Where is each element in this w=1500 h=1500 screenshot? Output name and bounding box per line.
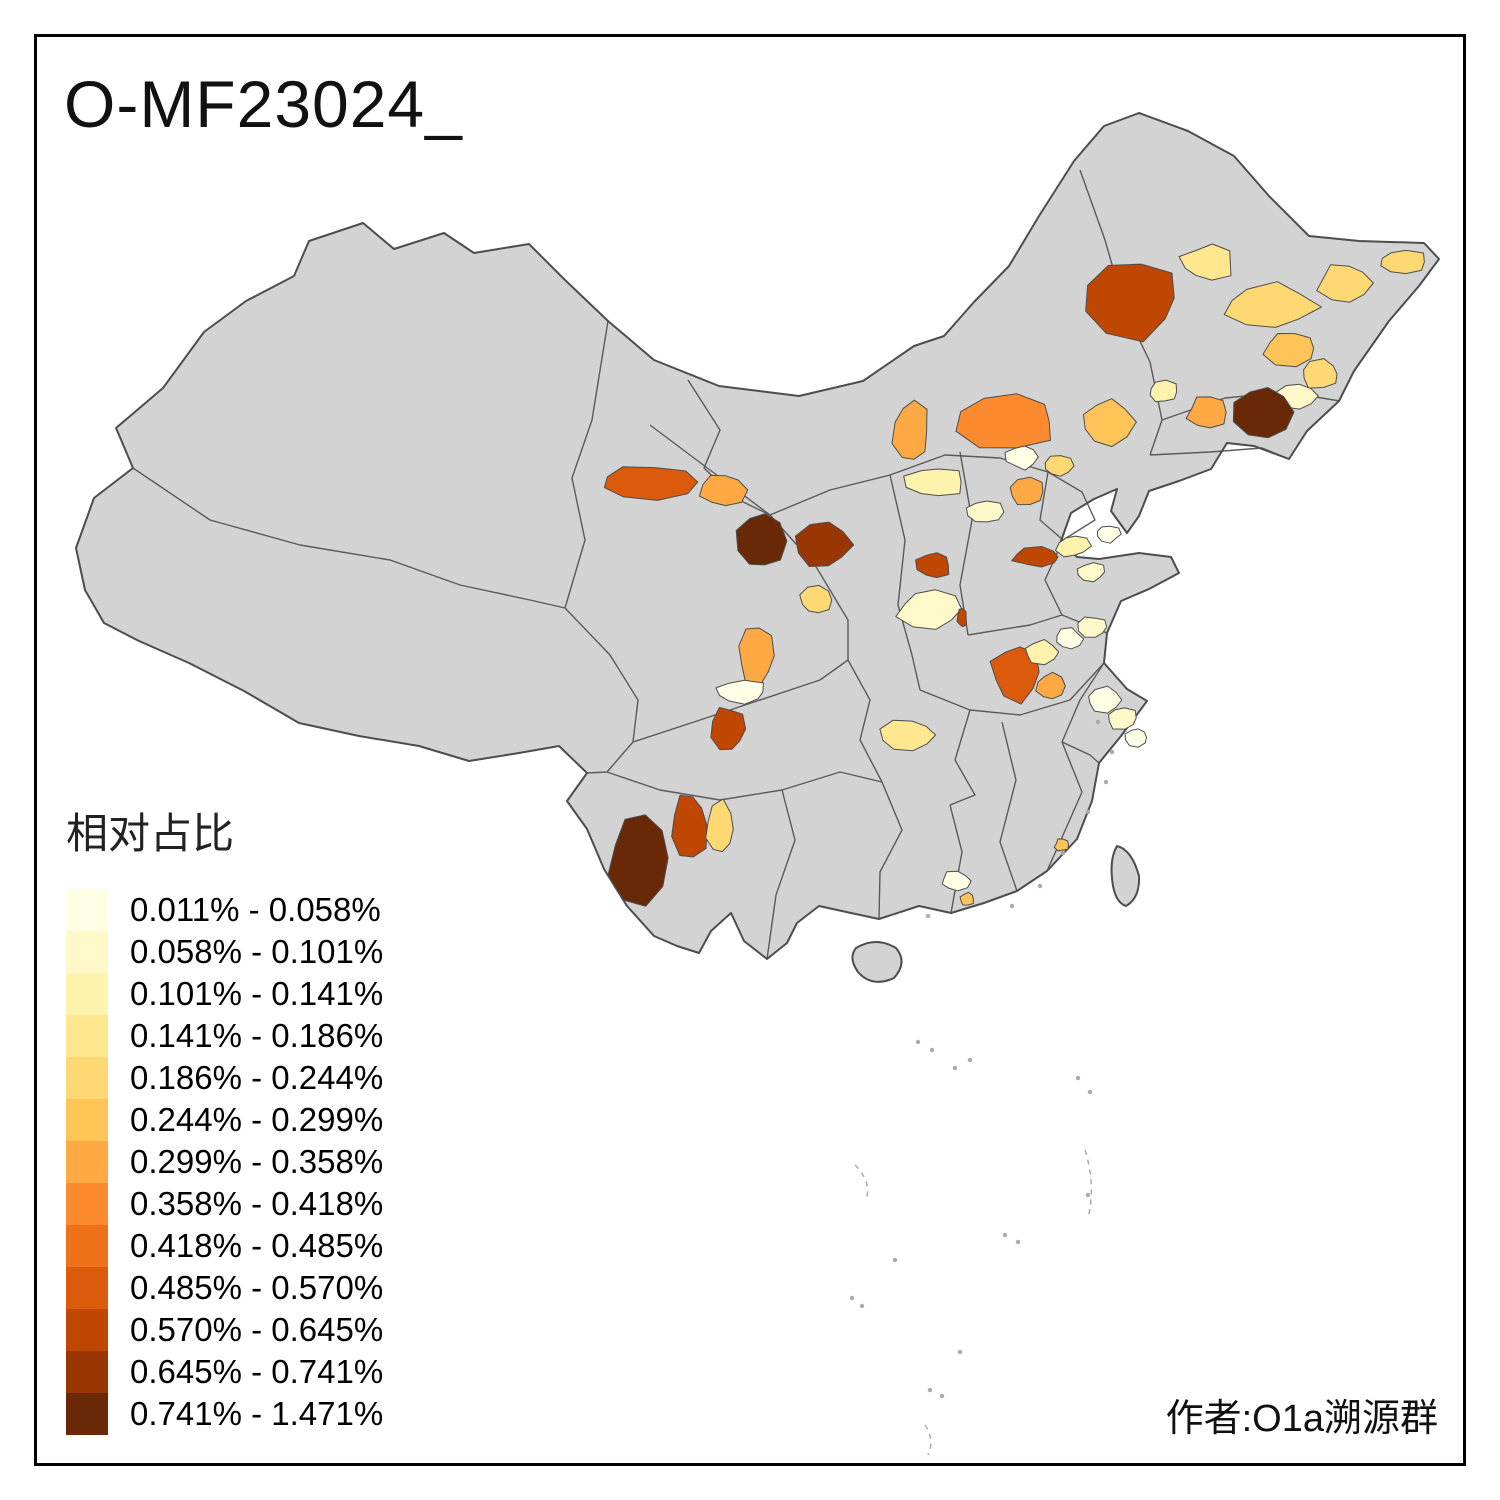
- map-region: [705, 798, 734, 853]
- map-region: [1108, 707, 1137, 730]
- map-region: [699, 474, 749, 507]
- legend-swatch: [66, 1393, 108, 1435]
- legend-swatch: [66, 1099, 108, 1141]
- legend-swatch: [66, 973, 108, 1015]
- legend-row: 0.299% - 0.358%: [66, 1141, 383, 1183]
- map-region: [1223, 281, 1322, 328]
- map-region: [1024, 639, 1060, 666]
- map-region: [1055, 535, 1092, 558]
- map-region: [1303, 358, 1338, 389]
- colored-regions-layer: [603, 243, 1425, 907]
- map-region: [891, 399, 928, 460]
- legend-row: 0.570% - 0.645%: [66, 1309, 383, 1351]
- map-region: [956, 608, 967, 628]
- legend: 相对占比 0.011% - 0.058% 0.058% - 0.101% 0.101…: [66, 800, 383, 1435]
- map-region: [1088, 685, 1123, 714]
- map-region: [1035, 671, 1066, 700]
- sea-islands: [849, 719, 1115, 1456]
- map-region: [1178, 243, 1232, 281]
- legend-row: 0.485% - 0.570%: [66, 1267, 383, 1309]
- legend-row: 0.418% - 0.485%: [66, 1225, 383, 1267]
- author-credit: 作者:O1a溯源群: [1165, 1398, 1438, 1440]
- map-region: [903, 468, 962, 497]
- legend-row: 0.244% - 0.299%: [66, 1099, 383, 1141]
- legend-range-label: 0.141% - 0.186%: [130, 1017, 384, 1054]
- map-region: [1232, 387, 1295, 439]
- map-region: [799, 584, 833, 614]
- legend-range-label: 0.058% - 0.101%: [130, 933, 384, 970]
- legend-swatch: [66, 1309, 108, 1351]
- legend-swatch: [66, 1183, 108, 1225]
- legend-row: 0.741% - 1.471%: [66, 1393, 383, 1435]
- map-region: [965, 500, 1005, 523]
- map-region: [671, 794, 708, 858]
- legend-row: 0.011% - 0.058%: [66, 889, 383, 931]
- legend-range-label: 0.570% - 0.645%: [130, 1311, 384, 1348]
- legend-range-label: 0.186% - 0.244%: [130, 1059, 384, 1096]
- legend-title: 相对占比: [66, 810, 235, 857]
- map-region: [1085, 263, 1175, 343]
- map-region: [879, 719, 937, 752]
- legend-swatch: [66, 931, 108, 973]
- legend-row: 0.358% - 0.418%: [66, 1183, 383, 1225]
- map-region: [1083, 398, 1137, 448]
- legend-range-label: 0.101% - 0.141%: [130, 975, 384, 1012]
- legend-range-label: 0.418% - 0.485%: [130, 1227, 384, 1264]
- legend-swatch: [66, 1267, 108, 1309]
- map-region: [1076, 562, 1105, 583]
- taiwan-island: [1110, 845, 1141, 907]
- legend-range-label: 0.244% - 0.299%: [130, 1101, 384, 1138]
- map-region: [794, 521, 855, 567]
- map-region: [959, 891, 974, 906]
- legend-swatch: [66, 889, 108, 931]
- map-region: [1056, 627, 1085, 650]
- legend-row: 0.141% - 0.186%: [66, 1015, 383, 1057]
- legend-range-label: 0.645% - 0.741%: [130, 1353, 384, 1390]
- map-region: [941, 870, 972, 892]
- legend-row: 0.101% - 0.141%: [66, 973, 383, 1015]
- map-region: [955, 393, 1051, 449]
- map-region: [1316, 264, 1374, 303]
- map-region: [1053, 838, 1069, 852]
- legend-swatch: [66, 1057, 108, 1099]
- legend-swatch: [66, 1141, 108, 1183]
- map-region: [1262, 333, 1315, 368]
- legend-swatch: [66, 1225, 108, 1267]
- chart-title: O-MF23024_: [64, 67, 463, 141]
- legend-range-label: 0.485% - 0.570%: [130, 1269, 384, 1306]
- map-region: [895, 589, 963, 630]
- legend-range-label: 0.011% - 0.058%: [130, 891, 381, 928]
- map-region: [603, 466, 699, 501]
- map-region: [915, 552, 950, 579]
- legend-range-label: 0.358% - 0.418%: [130, 1185, 384, 1222]
- map-region: [1044, 455, 1075, 477]
- map-region: [1380, 249, 1425, 275]
- legend-swatch: [66, 1351, 108, 1393]
- province-borders: [132, 169, 1341, 960]
- map-region: [1009, 476, 1044, 506]
- map-region: [1185, 396, 1227, 429]
- map-region: [1004, 445, 1039, 471]
- legend-entries: 0.011% - 0.058% 0.058% - 0.101% 0.101% - 0…: [66, 889, 383, 1435]
- map-region: [1077, 616, 1108, 638]
- map-region: [735, 513, 788, 566]
- map-region: [1124, 728, 1147, 748]
- legend-row: 0.058% - 0.101%: [66, 931, 383, 973]
- legend-range-label: 0.299% - 0.358%: [130, 1143, 384, 1180]
- legend-row: 0.645% - 0.741%: [66, 1351, 383, 1393]
- legend-row: 0.186% - 0.244%: [66, 1057, 383, 1099]
- map-region: [607, 814, 669, 907]
- legend-range-label: 0.741% - 1.471%: [130, 1395, 384, 1432]
- legend-swatch: [66, 1015, 108, 1057]
- map-region: [1096, 525, 1122, 544]
- map-region: [738, 627, 775, 687]
- map-region: [1149, 379, 1178, 403]
- map-region: [710, 707, 747, 751]
- hainan-island: [851, 941, 903, 983]
- map-region: [715, 679, 764, 705]
- map-region: [1011, 546, 1059, 568]
